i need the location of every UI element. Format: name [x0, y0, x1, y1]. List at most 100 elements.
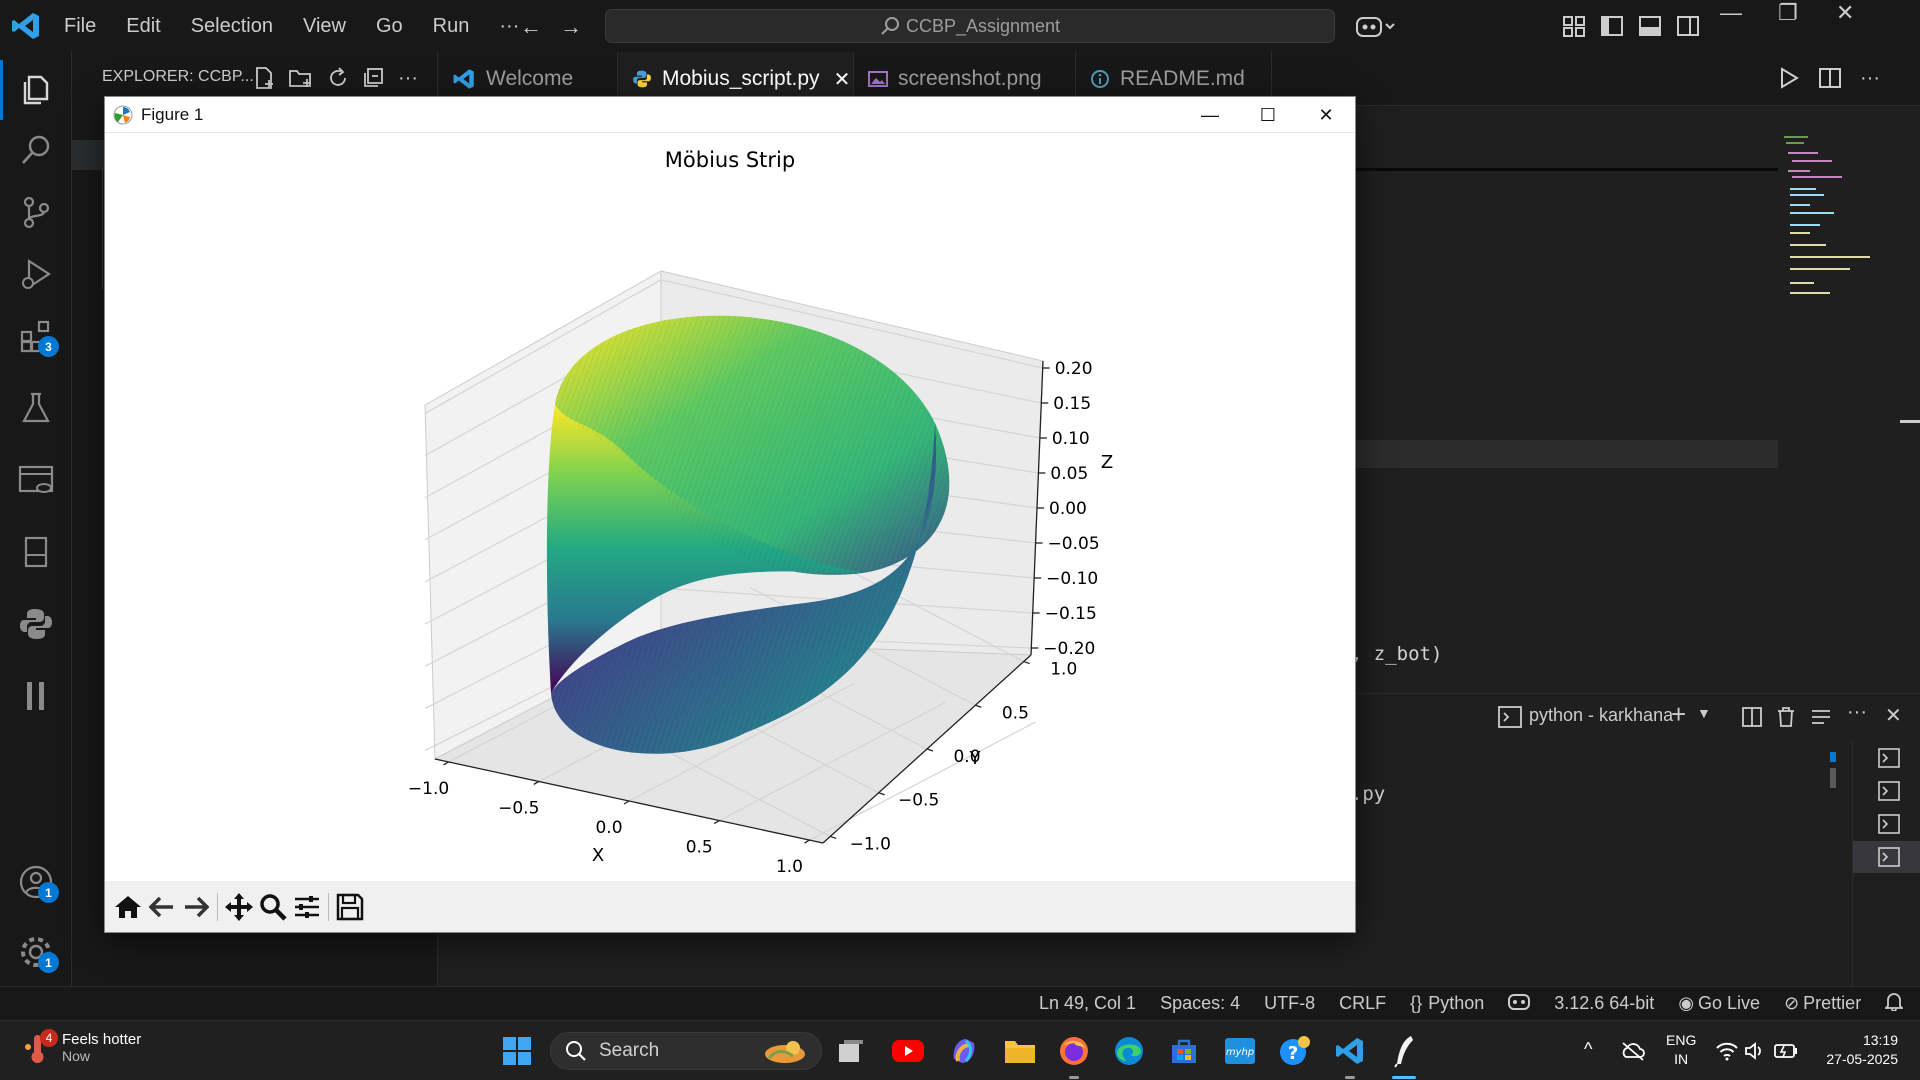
layout-controls: [1562, 14, 1700, 38]
volume-icon[interactable]: [1744, 1041, 1766, 1061]
notifications-bell-icon[interactable]: [1884, 991, 1905, 1016]
menu-file[interactable]: File: [64, 14, 97, 37]
close-tab-icon[interactable]: ✕: [833, 68, 851, 91]
refresh-icon[interactable]: [326, 66, 350, 90]
split-editor-icon[interactable]: [1818, 66, 1842, 90]
taskbar-search[interactable]: Search: [550, 1032, 822, 1070]
extensions-icon[interactable]: 3: [0, 306, 72, 366]
chevron-down-icon[interactable]: ▼: [1697, 705, 1711, 721]
copilot-app-icon[interactable]: [944, 1031, 984, 1071]
accounts-icon[interactable]: 1: [0, 852, 72, 912]
microsoft-store-icon[interactable]: [1164, 1031, 1204, 1071]
new-terminal-icon[interactable]: +: [1671, 699, 1687, 729]
status-language[interactable]: {} Python: [1410, 993, 1484, 1014]
trash-icon[interactable]: [1776, 706, 1796, 728]
remote-explorer-icon[interactable]: [0, 450, 72, 510]
python-icon[interactable]: [0, 594, 72, 654]
status-cursor-position[interactable]: Ln 49, Col 1: [1039, 993, 1137, 1013]
figure-canvas[interactable]: Möbius Strip X Y Z −1.0 −0.5 0.0 0.5 1.0 −1.0…: [105, 133, 1355, 881]
more-actions-icon[interactable]: ···: [398, 66, 418, 89]
toggle-secondary-sidebar-icon[interactable]: [1676, 14, 1700, 38]
figure-minimize-icon[interactable]: —: [1201, 104, 1219, 125]
menu-run[interactable]: Run: [432, 14, 470, 37]
more-actions-icon[interactable]: ···: [1847, 701, 1867, 723]
wifi-icon[interactable]: [1716, 1041, 1738, 1061]
menu-go[interactable]: Go: [375, 14, 403, 37]
firefox-icon[interactable]: [1054, 1031, 1094, 1071]
close-icon[interactable]: ✕: [1836, 0, 1855, 25]
testing-icon[interactable]: [0, 378, 72, 438]
terminal-instance-icon[interactable]: [1877, 813, 1901, 835]
home-icon[interactable]: [111, 887, 145, 927]
myhp-icon[interactable]: myhp: [1220, 1031, 1260, 1071]
task-view-icon[interactable]: [831, 1031, 871, 1071]
menu-selection[interactable]: Selection: [190, 14, 273, 37]
manage-gear-icon[interactable]: 1: [0, 922, 72, 982]
figure-maximize-icon[interactable]: ☐: [1259, 104, 1277, 125]
terminal-instance-icon[interactable]: [1877, 780, 1901, 802]
clock[interactable]: 13:19 27-05-2025: [1818, 1031, 1898, 1069]
help-icon[interactable]: ?: [1275, 1031, 1315, 1071]
restore-icon[interactable]: ❐: [1778, 0, 1798, 25]
new-folder-icon[interactable]: [288, 66, 314, 90]
y-tick: [830, 835, 837, 840]
copilot-status-icon[interactable]: [1508, 992, 1531, 1015]
terminal-scrollbar[interactable]: [1830, 768, 1836, 788]
terminal-list-icon[interactable]: [1810, 706, 1832, 728]
forward-arrow-icon[interactable]: →: [560, 14, 582, 39]
terminal-instance-icon[interactable]: [1877, 747, 1901, 769]
vscode-taskbar-icon[interactable]: [1330, 1031, 1370, 1071]
menu-edit[interactable]: Edit: [126, 14, 161, 37]
command-center-search[interactable]: CCBP_Assignment: [605, 9, 1335, 43]
more-actions-icon[interactable]: ···: [1860, 66, 1880, 89]
run-debug-icon[interactable]: [0, 244, 72, 304]
pan-icon[interactable]: [222, 887, 256, 927]
weather-widget[interactable]: 4 Feels hotter Now: [22, 1029, 141, 1065]
notebook-icon[interactable]: [0, 522, 72, 582]
terminal-instance-selected[interactable]: [1853, 841, 1920, 873]
language-indicator[interactable]: ENG IN: [1666, 1031, 1696, 1069]
toggle-panel-icon[interactable]: [1638, 14, 1662, 38]
figure-close-icon[interactable]: ✕: [1318, 104, 1334, 125]
new-file-icon[interactable]: [252, 66, 276, 90]
back-arrow-icon[interactable]: ←: [520, 14, 542, 39]
onedrive-icon[interactable]: [1620, 1041, 1646, 1061]
close-panel-icon[interactable]: ✕: [1885, 705, 1902, 727]
status-encoding[interactable]: UTF-8: [1264, 993, 1316, 1013]
pause-icon[interactable]: [0, 666, 72, 726]
matplotlib-figure-window: Figure 1 — ☐ ✕: [105, 97, 1355, 932]
toggle-sidebar-icon[interactable]: [1600, 14, 1624, 38]
minimap[interactable]: [1778, 132, 1888, 312]
windows-start-icon[interactable]: [497, 1031, 537, 1071]
zoom-icon[interactable]: [256, 887, 290, 927]
file-explorer-icon[interactable]: [1000, 1031, 1040, 1071]
python-feather-icon[interactable]: [1384, 1031, 1424, 1071]
youtube-icon[interactable]: [888, 1031, 928, 1071]
status-interpreter[interactable]: 3.12.6 64-bit: [1554, 993, 1655, 1013]
menu-more[interactable]: ···: [499, 14, 520, 37]
source-control-icon[interactable]: [0, 182, 72, 242]
status-prettier[interactable]: ⊘ Prettier: [1784, 993, 1861, 1014]
copilot-icon[interactable]: [1355, 12, 1395, 45]
menu-view[interactable]: View: [302, 14, 346, 37]
battery-icon[interactable]: [1774, 1042, 1798, 1060]
explorer-icon[interactable]: [0, 60, 72, 120]
collapse-all-icon[interactable]: [362, 66, 386, 90]
vscode-logo-icon[interactable]: [10, 10, 42, 42]
edge-icon[interactable]: [1109, 1031, 1149, 1071]
customize-layout-icon[interactable]: [1562, 14, 1586, 38]
minimize-icon[interactable]: —: [1720, 0, 1742, 25]
show-hidden-icons-icon[interactable]: ^: [1584, 1039, 1593, 1059]
run-python-file-icon[interactable]: [1778, 66, 1800, 90]
configure-subplots-icon[interactable]: [290, 887, 324, 927]
back-arrow-icon[interactable]: [145, 887, 179, 927]
status-indentation[interactable]: Spaces: 4: [1160, 993, 1241, 1013]
save-icon[interactable]: [333, 887, 367, 927]
search-icon[interactable]: [0, 120, 72, 180]
mobius-plot[interactable]: Möbius Strip X Y Z −1.0−0.50.00.51.0−1.0…: [105, 133, 1355, 881]
forward-arrow-icon[interactable]: [179, 887, 213, 927]
status-golive[interactable]: ◉ Go Live: [1678, 993, 1760, 1014]
split-terminal-icon[interactable]: [1741, 706, 1763, 728]
terminal-name[interactable]: python - karkhana: [1529, 705, 1674, 725]
status-eol[interactable]: CRLF: [1339, 993, 1387, 1013]
